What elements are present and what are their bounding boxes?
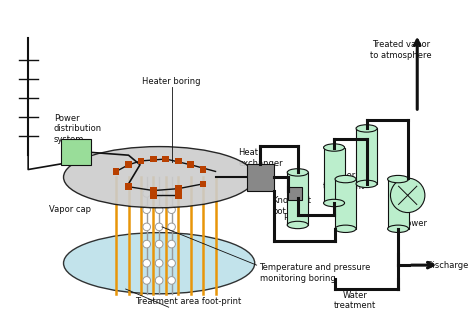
Ellipse shape (287, 169, 308, 176)
Ellipse shape (356, 125, 377, 132)
Text: Treated vapor
to atmosphere: Treated vapor to atmosphere (370, 41, 432, 60)
Bar (150, 187, 157, 194)
Bar (175, 192, 182, 199)
Ellipse shape (324, 144, 345, 151)
Bar (287, 172, 308, 225)
Ellipse shape (64, 147, 255, 208)
Circle shape (168, 206, 175, 213)
Text: Power
distribution
system: Power distribution system (54, 114, 102, 144)
Circle shape (155, 190, 163, 197)
Bar (175, 185, 182, 192)
Bar (163, 156, 169, 162)
Bar (113, 168, 119, 175)
Circle shape (155, 260, 163, 267)
Text: Blower: Blower (398, 219, 427, 228)
Text: Heater boring: Heater boring (142, 77, 201, 86)
Bar (187, 161, 194, 168)
Bar (288, 187, 301, 200)
Text: Treatment area foot-print: Treatment area foot-print (135, 297, 241, 306)
Bar (150, 192, 157, 199)
Bar (125, 161, 132, 168)
Circle shape (143, 240, 151, 248)
Text: Vapor cap: Vapor cap (49, 205, 91, 214)
Bar (324, 147, 345, 203)
Circle shape (168, 260, 175, 267)
Circle shape (155, 206, 163, 213)
Bar (137, 157, 144, 164)
Ellipse shape (64, 232, 255, 294)
FancyBboxPatch shape (61, 139, 91, 165)
Ellipse shape (388, 225, 409, 232)
Text: Discharge: Discharge (426, 260, 468, 270)
Circle shape (155, 277, 163, 284)
Ellipse shape (388, 175, 409, 183)
Circle shape (391, 178, 425, 213)
Bar (356, 128, 377, 184)
Bar (335, 179, 356, 229)
Circle shape (143, 277, 151, 284)
Circle shape (155, 240, 163, 248)
Ellipse shape (356, 180, 377, 187)
Circle shape (143, 190, 151, 197)
Circle shape (143, 260, 151, 267)
Circle shape (168, 240, 175, 248)
Text: Vapor
treatment: Vapor treatment (322, 171, 365, 191)
Bar (125, 184, 132, 190)
Text: Knockout
pot: Knockout pot (272, 196, 311, 216)
Circle shape (168, 223, 175, 231)
Circle shape (143, 206, 151, 213)
Ellipse shape (335, 175, 356, 183)
Text: Pump: Pump (283, 213, 307, 222)
Circle shape (168, 277, 175, 284)
Bar (247, 164, 274, 191)
Circle shape (143, 223, 151, 231)
Bar (388, 179, 409, 229)
Text: Water
treatment: Water treatment (334, 291, 376, 310)
Bar (200, 166, 207, 173)
Text: Temperature and pressure
monitoring boring: Temperature and pressure monitoring bori… (259, 263, 371, 283)
Circle shape (168, 190, 175, 197)
Ellipse shape (335, 225, 356, 232)
Text: Heat
exchanger: Heat exchanger (238, 148, 283, 168)
Bar (200, 181, 207, 187)
Bar (175, 157, 182, 164)
Circle shape (155, 223, 163, 231)
Ellipse shape (287, 221, 308, 229)
Bar (150, 156, 157, 162)
Ellipse shape (324, 199, 345, 207)
